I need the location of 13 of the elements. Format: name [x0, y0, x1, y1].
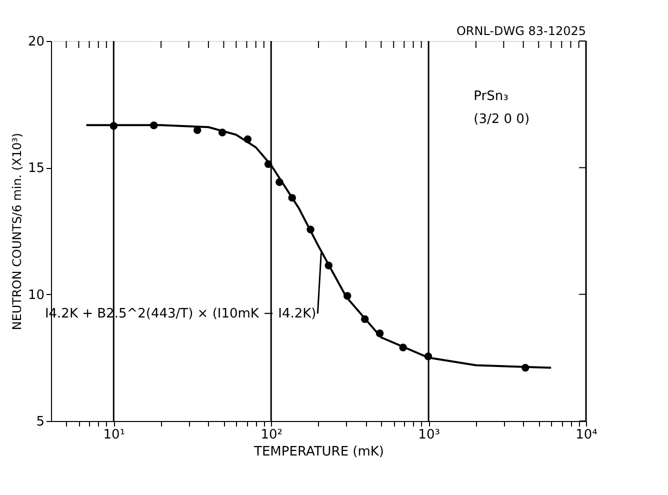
y-tick-label: 10	[28, 288, 44, 303]
x-axis-title: TEMPERATURE (mK)	[253, 444, 384, 460]
text: ORNL-DWG 83-12025	[456, 24, 586, 38]
y-tick-label: 20	[28, 34, 44, 50]
x-tick-label: 10³	[418, 428, 440, 442]
x-tick-label: 10¹	[103, 428, 126, 442]
y-axis-title: NEUTRON COUNTS/6 min. (X10³)	[10, 132, 24, 330]
annotation: PrSn₃	[474, 89, 508, 104]
y-tick-label: 15	[28, 161, 44, 176]
x-tick-label: 10²	[260, 428, 282, 442]
y-tick-label: 5	[36, 414, 44, 430]
x-tick-label: 10⁴	[576, 428, 598, 442]
annotation: (3/2 0 0)	[474, 112, 530, 127]
